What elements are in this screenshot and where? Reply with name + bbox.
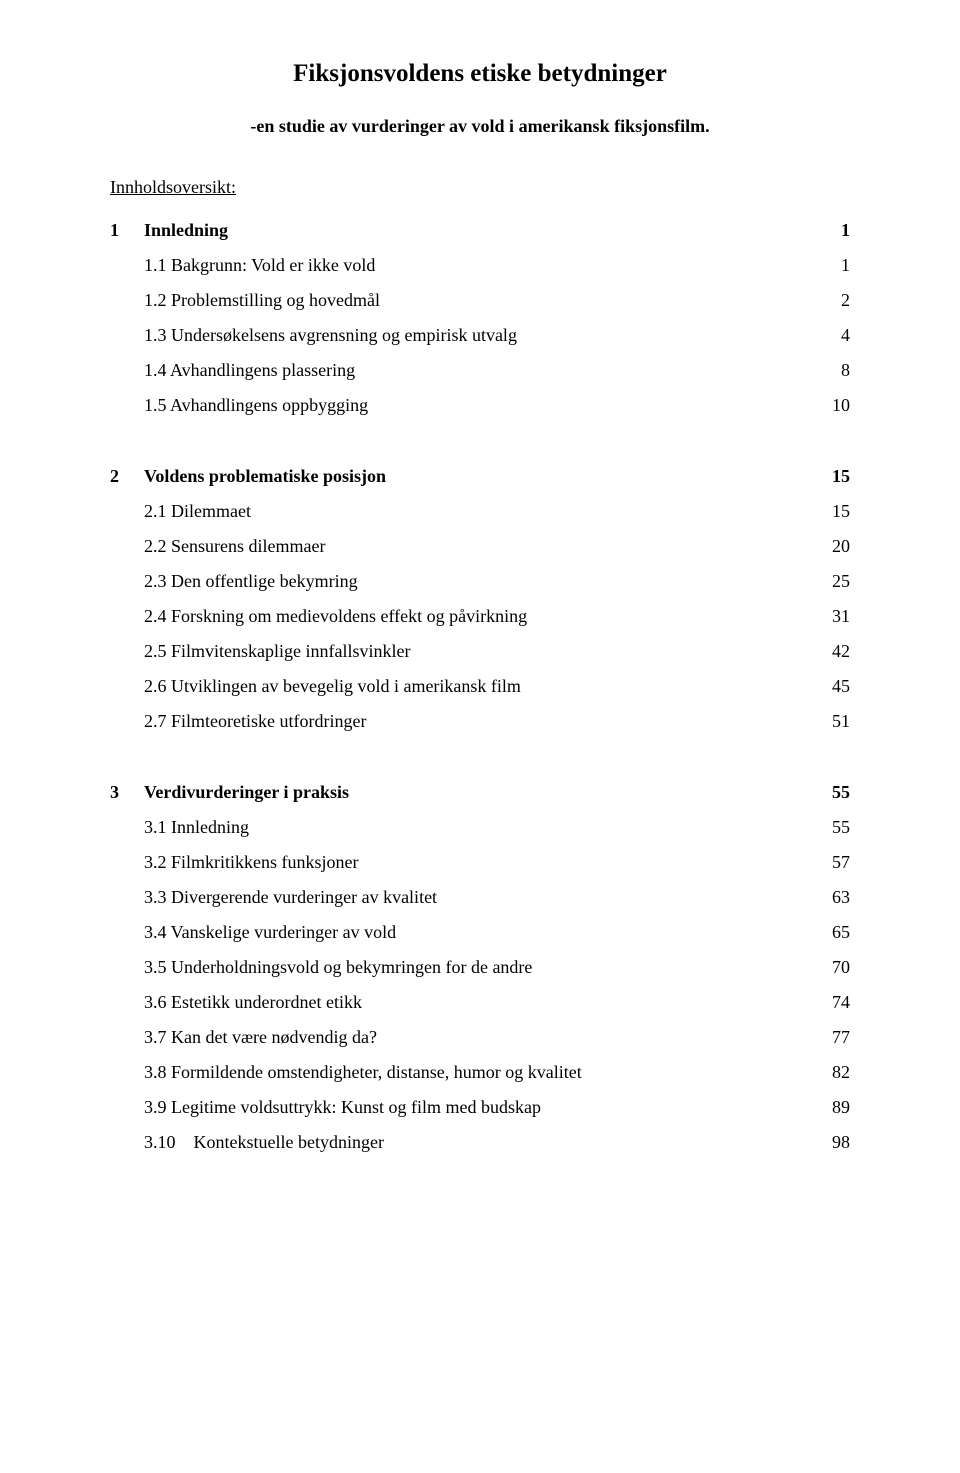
toc-entry: 2.5 Filmvitenskaplige innfallsvinkler42 [110,641,850,662]
toc-heading: Innholdsoversikt: [110,177,850,198]
toc-entry-page: 15 [810,501,850,522]
toc-entry: 3.7 Kan det være nødvendig da?77 [110,1027,850,1048]
toc-section-page: 15 [810,466,850,487]
toc-entry-page: 45 [810,676,850,697]
toc-entry-label: 2.4 Forskning om medievoldens effekt og … [144,606,810,627]
toc-entry-label: 3.7 Kan det være nødvendig da? [144,1027,810,1048]
toc-entry-page: 98 [810,1132,850,1153]
toc-entry: 1.2 Problemstilling og hovedmål2 [110,290,850,311]
toc-entry-page: 89 [810,1097,850,1118]
toc-section-number: 2 [110,466,144,487]
toc-entry-label: 3.3 Divergerende vurderinger av kvalitet [144,887,810,908]
toc-section-label: Verdivurderinger i praksis [144,782,810,803]
toc-entry: 2.7 Filmteoretiske utfordringer51 [110,711,850,732]
toc-section-page: 1 [810,220,850,241]
toc-entry: 2.4 Forskning om medievoldens effekt og … [110,606,850,627]
toc-entry-page: 82 [810,1062,850,1083]
toc-entry: 1.1 Bakgrunn: Vold er ikke vold1 [110,255,850,276]
toc-entry-page: 65 [810,922,850,943]
toc-section-head: 2Voldens problematiske posisjon15 [110,466,850,487]
toc-section-number: 3 [110,782,144,803]
toc-entry-label: 1.1 Bakgrunn: Vold er ikke vold [144,255,810,276]
toc-entry-label: 2.6 Utviklingen av bevegelig vold i amer… [144,676,810,697]
table-of-contents: 1Innledning11.1 Bakgrunn: Vold er ikke v… [110,220,850,1153]
toc-section-page: 55 [810,782,850,803]
toc-entry: 2.6 Utviklingen av bevegelig vold i amer… [110,676,850,697]
toc-entry-label: 1.4 Avhandlingens plassering [144,360,810,381]
toc-entry: 3.8 Formildende omstendigheter, distanse… [110,1062,850,1083]
section-gap [110,746,850,782]
toc-entry-page: 74 [810,992,850,1013]
toc-section-head: 3Verdivurderinger i praksis55 [110,782,850,803]
toc-entry-label: 3.5 Underholdningsvold og bekymringen fo… [144,957,810,978]
toc-entry-page: 25 [810,571,850,592]
toc-entry-page: 57 [810,852,850,873]
toc-entry: 2.3 Den offentlige bekymring25 [110,571,850,592]
toc-entry-page: 8 [810,360,850,381]
document-subtitle: -en studie av vurderinger av vold i amer… [110,116,850,137]
toc-entry-page: 55 [810,817,850,838]
toc-entry-label: 3.4 Vanskelige vurderinger av vold [144,922,810,943]
toc-section-number: 1 [110,220,144,241]
toc-section-label: Innledning [144,220,810,241]
toc-entry-label: 2.1 Dilemmaet [144,501,810,522]
toc-entry-page: 1 [810,255,850,276]
toc-entry-page: 10 [810,395,850,416]
toc-entry-page: 51 [810,711,850,732]
toc-entry-label: 1.2 Problemstilling og hovedmål [144,290,810,311]
toc-entry-label: 2.5 Filmvitenskaplige innfallsvinkler [144,641,810,662]
toc-section-head: 1Innledning1 [110,220,850,241]
toc-entry: 1.3 Undersøkelsens avgrensning og empiri… [110,325,850,346]
toc-entry-page: 63 [810,887,850,908]
toc-entry-label: 3.2 Filmkritikkens funksjoner [144,852,810,873]
toc-entry-page: 31 [810,606,850,627]
toc-entry: 3.4 Vanskelige vurderinger av vold65 [110,922,850,943]
toc-entry-page: 20 [810,536,850,557]
toc-entry-label: 3.8 Formildende omstendigheter, distanse… [144,1062,810,1083]
toc-entry-label: 3.10 Kontekstuelle betydninger [144,1132,810,1153]
toc-entry-label: 1.3 Undersøkelsens avgrensning og empiri… [144,325,810,346]
toc-entry: 3.6 Estetikk underordnet etikk74 [110,992,850,1013]
toc-entry: 1.5 Avhandlingens oppbygging10 [110,395,850,416]
toc-entry: 3.2 Filmkritikkens funksjoner57 [110,852,850,873]
document-title: Fiksjonsvoldens etiske betydninger [110,60,850,88]
toc-entry: 2.2 Sensurens dilemmaer20 [110,536,850,557]
toc-entry-label: 3.9 Legitime voldsuttrykk: Kunst og film… [144,1097,810,1118]
toc-entry: 2.1 Dilemmaet15 [110,501,850,522]
toc-entry: 3.5 Underholdningsvold og bekymringen fo… [110,957,850,978]
toc-entry-page: 4 [810,325,850,346]
toc-entry-label: 2.3 Den offentlige bekymring [144,571,810,592]
toc-entry-page: 2 [810,290,850,311]
toc-entry-label: 1.5 Avhandlingens oppbygging [144,395,810,416]
toc-entry-label: 3.6 Estetikk underordnet etikk [144,992,810,1013]
toc-entry: 3.9 Legitime voldsuttrykk: Kunst og film… [110,1097,850,1118]
toc-section-label: Voldens problematiske posisjon [144,466,810,487]
toc-entry: 1.4 Avhandlingens plassering8 [110,360,850,381]
toc-entry: 3.3 Divergerende vurderinger av kvalitet… [110,887,850,908]
toc-entry: 3.10 Kontekstuelle betydninger98 [110,1132,850,1153]
toc-entry-page: 70 [810,957,850,978]
toc-entry-page: 42 [810,641,850,662]
section-gap [110,430,850,466]
toc-entry-label: 3.1 Innledning [144,817,810,838]
toc-entry-label: 2.2 Sensurens dilemmaer [144,536,810,557]
toc-entry-page: 77 [810,1027,850,1048]
toc-entry: 3.1 Innledning55 [110,817,850,838]
toc-entry-label: 2.7 Filmteoretiske utfordringer [144,711,810,732]
